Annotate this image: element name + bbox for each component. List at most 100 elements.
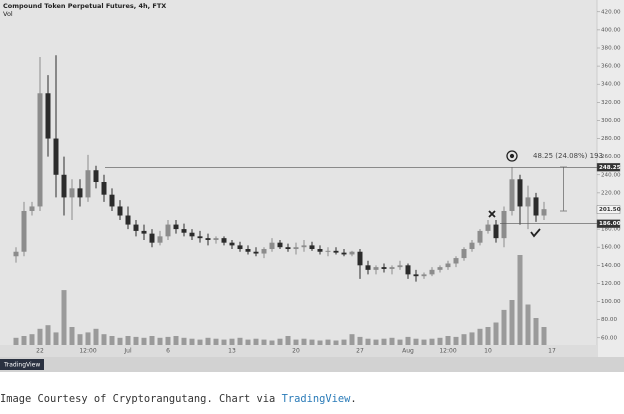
volume-bar <box>61 290 67 345</box>
candle-body <box>485 224 491 231</box>
candle-body <box>133 224 139 231</box>
x-tick-label: Jul <box>123 348 132 355</box>
volume-bar <box>389 337 395 345</box>
volume-bar <box>533 318 539 345</box>
measure-label: 48.25 (24.08%) 193 <box>533 152 603 160</box>
candle-body <box>453 258 459 264</box>
volume-bar <box>277 338 283 345</box>
candle-body <box>29 206 35 211</box>
candle-body <box>413 274 419 277</box>
y-tick-label: 420.00 <box>601 9 621 15</box>
candle-body <box>93 170 99 183</box>
volume-bar <box>325 339 331 345</box>
volume-bar <box>333 340 339 345</box>
y-tick-label: 320.00 <box>601 100 621 106</box>
check-mark <box>530 228 541 238</box>
volume-bar <box>477 328 483 345</box>
candle-body <box>405 265 411 275</box>
volume-bar <box>485 327 491 345</box>
candle-body <box>389 267 395 269</box>
caption-link[interactable]: TradingView <box>282 393 352 405</box>
candle-body <box>221 238 227 243</box>
y-tick-label: 180.00 <box>601 227 621 233</box>
volume-bar <box>93 328 99 345</box>
x-mark <box>488 210 496 218</box>
candle-body <box>333 250 339 253</box>
price-axis <box>597 0 624 357</box>
candle-body <box>517 179 523 207</box>
volume-bar <box>349 334 355 345</box>
volume-bar <box>317 340 323 345</box>
x-tick-label: 17 <box>548 348 556 355</box>
volume-bar <box>101 334 107 345</box>
candle-body <box>277 242 283 248</box>
volume-bar <box>437 337 443 345</box>
y-tick-label: 380.00 <box>601 45 621 51</box>
candle-body <box>261 249 267 254</box>
candle-body <box>109 194 115 207</box>
caption-end: . <box>350 393 356 405</box>
caption-text: Image Courtesy of Cryptorangutang. Chart… <box>0 393 275 405</box>
candle-body <box>117 206 123 216</box>
candle-body <box>461 249 467 259</box>
candle-body <box>373 267 379 270</box>
x-tick-label: 27 <box>356 348 364 355</box>
volume-bar <box>285 336 291 345</box>
candle-body <box>509 179 515 211</box>
volume-bar <box>413 338 419 345</box>
y-tick-label: 60.00 <box>601 335 617 341</box>
volume-bar <box>165 336 171 345</box>
candle-body <box>141 230 147 234</box>
candle-body <box>469 242 475 250</box>
volume-bar <box>13 337 19 345</box>
volume-bar <box>429 338 435 345</box>
volume-bar <box>229 338 235 345</box>
volume-bar <box>341 339 347 345</box>
candle-body <box>245 249 251 252</box>
volume-bar <box>85 332 91 345</box>
candle-body <box>477 230 483 243</box>
volume-bar <box>421 339 427 345</box>
volume-bar <box>373 339 379 345</box>
volume-bar <box>53 332 59 345</box>
volume-bar <box>525 304 531 345</box>
candle-body <box>421 274 427 277</box>
y-tick-label: 100.00 <box>601 299 621 305</box>
candle-body <box>397 265 403 268</box>
x-tick-label: 10 <box>484 348 492 355</box>
volume-bar <box>445 336 451 345</box>
volume-bar <box>253 338 259 345</box>
candle-body <box>229 242 235 246</box>
volume-bar <box>453 336 459 345</box>
volume-bar <box>245 339 251 345</box>
volume-bar <box>157 337 163 345</box>
candle-body <box>13 251 19 257</box>
volume-bar <box>357 336 363 345</box>
candle-body <box>541 209 547 216</box>
volume-bar <box>501 309 507 345</box>
volume-bar <box>205 337 211 345</box>
volume-bar <box>21 336 27 345</box>
volume-bar <box>125 336 131 345</box>
y-tick-label: 280.00 <box>601 136 621 142</box>
volume-bar <box>405 336 411 345</box>
volume-bar <box>189 338 195 345</box>
y-tick-label: 240.00 <box>601 172 621 178</box>
candle-body <box>357 251 363 266</box>
candle-body <box>501 210 507 239</box>
x-tick-label: 13 <box>228 348 236 355</box>
candle-body <box>205 238 211 240</box>
candle-body <box>77 188 83 198</box>
y-tick-label: 120.00 <box>601 281 621 287</box>
candle-body <box>381 267 387 269</box>
volume-bar <box>469 332 475 345</box>
candle-body <box>181 229 187 233</box>
volume-bar <box>517 255 523 345</box>
candle-body <box>61 174 67 198</box>
candle-body <box>101 182 107 195</box>
volume-bars <box>13 255 547 345</box>
volume-bar <box>117 337 123 345</box>
volume-bar <box>29 334 35 345</box>
